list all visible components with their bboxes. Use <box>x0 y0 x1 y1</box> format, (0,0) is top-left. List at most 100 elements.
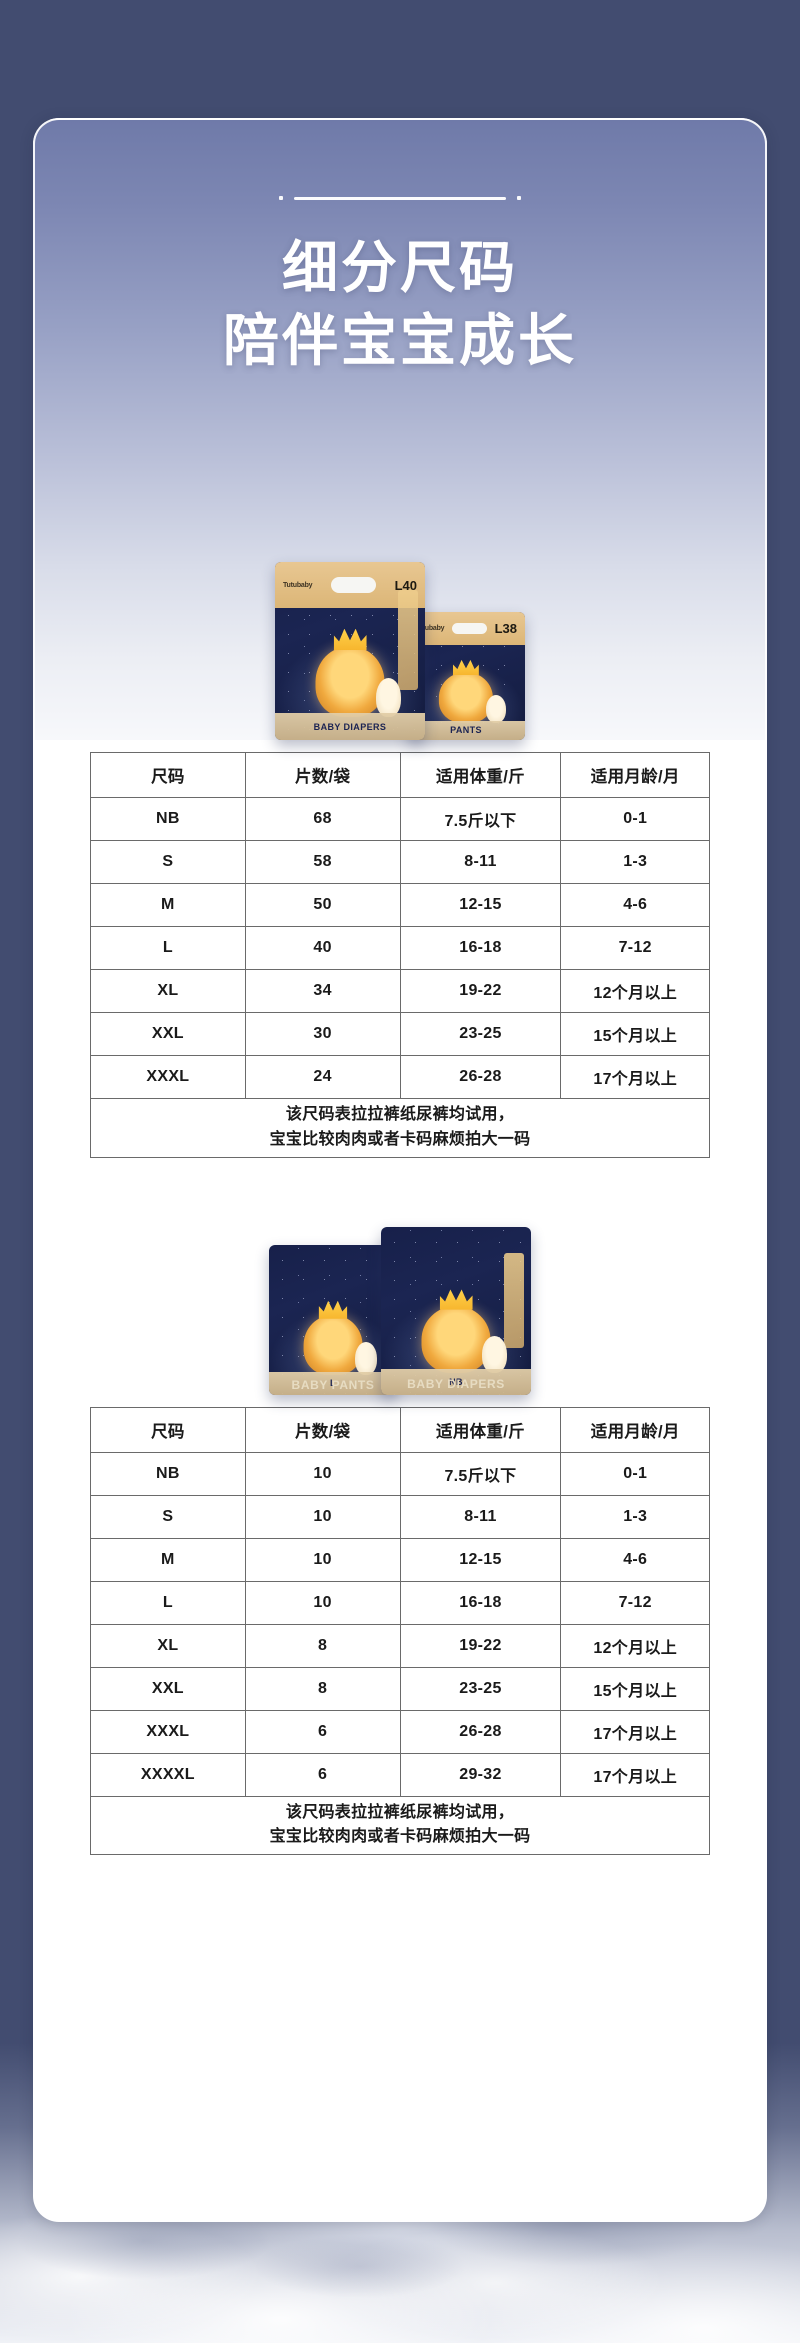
cell-count: 68 <box>244 797 401 841</box>
cell-weight: 19-22 <box>399 969 562 1013</box>
table-header-row: 尺码 片数/袋 适用体重/斤 适用月龄/月 <box>90 1406 710 1453</box>
cell-count: 34 <box>244 969 401 1013</box>
note-line-2: 宝宝比较肉肉或者卡码麻烦拍大一码 <box>269 1130 531 1148</box>
cell-size: M <box>90 1537 246 1582</box>
size-table-two-wrap: 尺码 片数/袋 适用体重/斤 适用月龄/月 NB 10 7.5斤以下 0-1 S… <box>33 1395 767 1856</box>
product-shot-trial-packs: L BABY PANTS NB BABY DIAPERS <box>33 1210 767 1395</box>
cell-count: 58 <box>244 840 401 884</box>
cell-count: 8 <box>244 1666 401 1711</box>
cell-weight: 16-18 <box>399 926 562 970</box>
size-table-trial-pack: 尺码 片数/袋 适用体重/斤 适用月龄/月 NB 10 7.5斤以下 0-1 S… <box>90 1406 710 1856</box>
cell-count: 10 <box>244 1537 401 1582</box>
size-table-note: 该尺码表拉拉裤纸尿裤均试用， 宝宝比较肉肉或者卡码麻烦拍大一码 <box>90 1098 710 1158</box>
cell-age: 15个月以上 <box>560 1012 710 1056</box>
table-header-row: 尺码 片数/袋 适用体重/斤 适用月龄/月 <box>90 752 710 798</box>
cell-size: XXXL <box>90 1709 246 1754</box>
cell-weight: 7.5斤以下 <box>399 797 562 841</box>
pack-size-strip: NB <box>381 1369 531 1395</box>
table-note-row: 该尺码表拉拉裤纸尿裤均试用， 宝宝比较肉肉或者卡码麻烦拍大一码 <box>90 1098 710 1158</box>
cell-weight: 7.5斤以下 <box>399 1451 562 1496</box>
product-pack-baby-pants: L BABY PANTS <box>269 1244 397 1395</box>
cell-age: 4-6 <box>560 1537 710 1582</box>
pack-size-strip: L <box>269 1372 397 1395</box>
pack-series-band <box>398 590 418 691</box>
column-header-size: 尺码 <box>90 752 246 798</box>
divider-dot-right <box>517 196 521 200</box>
table-row: L 40 16-18 7-12 <box>90 926 710 970</box>
cell-age: 17个月以上 <box>560 1055 710 1099</box>
pack-english-name: BABY PANTS <box>291 1377 375 1392</box>
pack-cub-mascot <box>481 1335 507 1373</box>
size-table-body: 尺码 片数/袋 适用体重/斤 适用月龄/月 NB 68 7.5斤以下 0-1 S… <box>90 752 710 1158</box>
cell-size: XL <box>90 1623 246 1668</box>
cell-age: 15个月以上 <box>560 1666 710 1711</box>
cell-count: 10 <box>244 1451 401 1496</box>
cell-age: 12个月以上 <box>560 969 710 1013</box>
cell-count: 40 <box>244 926 401 970</box>
table-note-row: 该尺码表拉拉裤纸尿裤均试用， 宝宝比较肉肉或者卡码麻烦拍大一码 <box>90 1795 710 1856</box>
cell-weight: 23-25 <box>399 1666 562 1711</box>
cell-weight: 12-15 <box>399 883 562 927</box>
table-row: M 10 12-15 4-6 <box>90 1537 710 1582</box>
cell-size: NB <box>90 797 246 841</box>
cell-age: 7-12 <box>560 926 710 970</box>
cell-age: 1-3 <box>560 1494 710 1539</box>
cell-count: 30 <box>244 1012 401 1056</box>
pack-cub-mascot <box>375 677 401 717</box>
table-row: XL 8 19-22 12个月以上 <box>90 1623 710 1668</box>
pack-brand-label: Tutubaby <box>415 625 445 633</box>
cell-age: 17个月以上 <box>560 1752 710 1797</box>
column-header-weight: 适用体重/斤 <box>399 1406 562 1453</box>
pack-lion-mascot <box>421 1305 491 1373</box>
bottom-gap <box>33 1855 767 1950</box>
cell-age: 17个月以上 <box>560 1709 710 1754</box>
cell-size: XL <box>90 969 246 1013</box>
table-row: XXL 30 23-25 15个月以上 <box>90 1012 710 1056</box>
cell-count: 50 <box>244 883 401 927</box>
cell-age: 0-1 <box>560 1451 710 1496</box>
cell-age: 0-1 <box>560 797 710 841</box>
note-line-1: 该尺码表拉拉裤纸尿裤均试用， <box>285 1106 515 1123</box>
pack-size-code: L38 <box>494 621 517 637</box>
pack-cub-mascot <box>486 695 507 724</box>
cell-size: M <box>90 883 246 927</box>
table-row: L 10 16-18 7-12 <box>90 1580 710 1625</box>
cell-weight: 26-28 <box>399 1709 562 1754</box>
hero-section: 细分尺码 陪伴宝宝成长 Tutubaby L40 BABY DIAPERS <box>33 118 767 740</box>
product-pack-l38: Tutubaby L38 PANTS <box>407 612 525 740</box>
cell-size: S <box>90 840 246 884</box>
size-table-one-wrap: 尺码 片数/袋 适用体重/斤 适用月龄/月 NB 68 7.5斤以下 0-1 S… <box>33 740 767 1158</box>
column-header-size: 尺码 <box>90 1406 246 1453</box>
table-row: XXXXL 6 29-32 17个月以上 <box>90 1752 710 1797</box>
note-line-2: 宝宝比较肉肉或者卡码麻烦拍大一码 <box>269 1828 531 1846</box>
product-shot-bulk-packs: Tutubaby L40 BABY DIAPERS Tutubaby L38 <box>35 535 765 740</box>
cell-weight: 26-28 <box>399 1055 562 1099</box>
pack-english-name: BABY DIAPERS <box>407 1377 505 1392</box>
pack-bottom-band: BABY DIAPERS <box>275 713 425 740</box>
cell-weight: 19-22 <box>399 1623 562 1668</box>
cell-age: 12个月以上 <box>560 1623 710 1668</box>
table-row: NB 68 7.5斤以下 0-1 <box>90 797 710 841</box>
cell-count: 10 <box>244 1580 401 1625</box>
cell-count: 8 <box>244 1623 401 1668</box>
column-header-age: 适用月龄/月 <box>560 752 710 798</box>
cell-count: 10 <box>244 1494 401 1539</box>
pack-brand-label: Tutubaby <box>283 581 313 589</box>
cell-weight: 8-11 <box>399 840 562 884</box>
cell-weight: 16-18 <box>399 1580 562 1625</box>
table-row: XXXL 6 26-28 17个月以上 <box>90 1709 710 1754</box>
cell-count: 6 <box>244 1752 401 1797</box>
cell-age: 4-6 <box>560 883 710 927</box>
column-header-age: 适用月龄/月 <box>560 1406 710 1453</box>
section-gap <box>33 1158 767 1210</box>
cell-age: 7-12 <box>560 1580 710 1625</box>
column-header-count: 片数/袋 <box>244 1406 401 1453</box>
table-row: NB 10 7.5斤以下 0-1 <box>90 1451 710 1496</box>
pack-size-code: L40 <box>394 577 417 593</box>
size-table-body: 尺码 片数/袋 适用体重/斤 适用月龄/月 NB 10 7.5斤以下 0-1 S… <box>90 1406 710 1856</box>
size-table-note: 该尺码表拉拉裤纸尿裤均试用， 宝宝比较肉肉或者卡码麻烦拍大一码 <box>90 1795 710 1856</box>
cell-size: XXL <box>90 1012 246 1056</box>
pack-lion-mascot <box>315 645 385 717</box>
table-row: S 58 8-11 1-3 <box>90 840 710 884</box>
column-header-count: 片数/袋 <box>244 752 401 798</box>
